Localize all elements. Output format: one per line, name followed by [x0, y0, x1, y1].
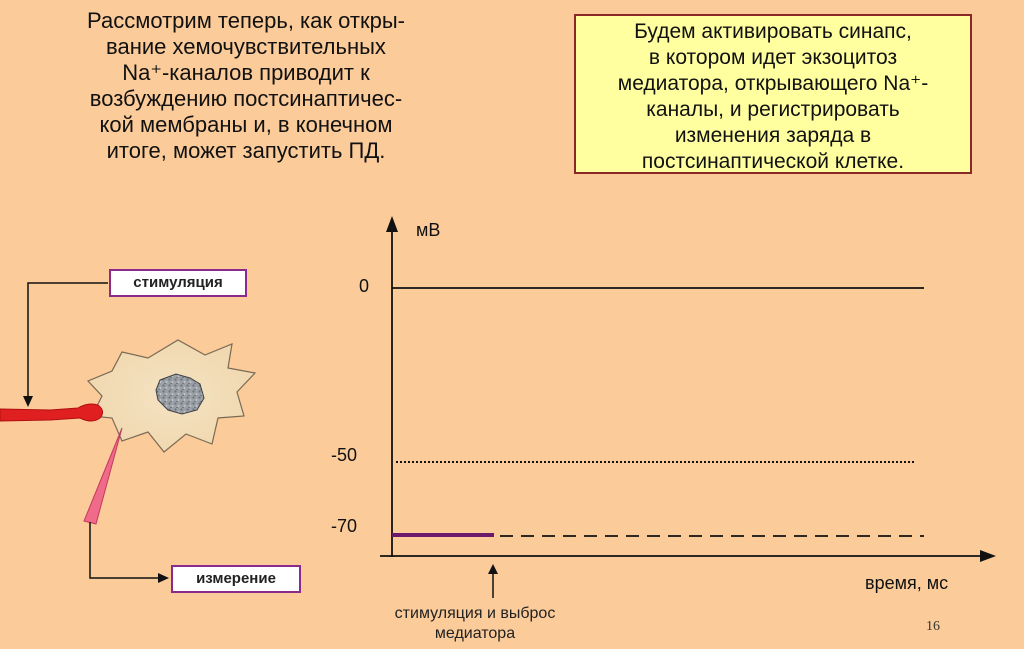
note-box: Будем активировать синапс, в котором иде…: [574, 14, 972, 174]
tick-label-0: 0: [359, 276, 370, 296]
caption-line: стимуляция и выброс: [394, 605, 556, 622]
note-line: медиатора, открывающего Na⁺-: [617, 72, 929, 95]
stimulation-connector: [27, 282, 108, 398]
y-unit-label: мВ: [416, 220, 441, 240]
stimulating-electrode: [0, 403, 104, 422]
note-line: в котором идет экзоцитоз: [648, 46, 898, 69]
slide-number: 16: [926, 619, 940, 634]
note-line: изменения заряда в: [674, 124, 872, 147]
stimulus-caption: стимуляция и выброс медиатора: [358, 604, 592, 644]
x-axis-label: время, мс: [865, 573, 949, 593]
nucleus: [155, 373, 205, 415]
intro-text: Рассмотрим теперь, как откры- вание хемо…: [22, 8, 470, 164]
intro-line: Na⁺-каналов приводит к: [122, 60, 370, 85]
up-arrow-icon: [488, 564, 498, 574]
stimulation-label: стимуляция: [109, 269, 247, 297]
arrowhead-icon: [23, 396, 33, 407]
recording-electrode: [83, 427, 123, 525]
intro-line: Рассмотрим теперь, как откры-: [87, 8, 405, 33]
tick-label-minus-50: -50: [331, 445, 358, 465]
note-line: Будем активировать синапс,: [634, 20, 912, 43]
x-axis-arrow-icon: [980, 550, 996, 562]
intro-line: возбуждению постсинаптичес-: [89, 86, 403, 111]
arrowhead-icon: [158, 573, 169, 583]
y-axis-arrow-icon: [386, 216, 398, 232]
caption-line: медиатора: [434, 625, 516, 642]
tick-label-minus-70: -70: [331, 516, 358, 536]
intro-line: кой мембраны и, в конечном: [99, 112, 393, 137]
measurement-connector: [89, 522, 160, 579]
measurement-label: измерение: [171, 565, 301, 593]
note-line: постсинаптической клетке.: [641, 150, 905, 173]
note-line: каналы, и регистрировать: [646, 98, 900, 121]
intro-line: вание хемочувствительных: [106, 34, 386, 59]
intro-line: итоге, может запустить ПД.: [106, 138, 386, 163]
